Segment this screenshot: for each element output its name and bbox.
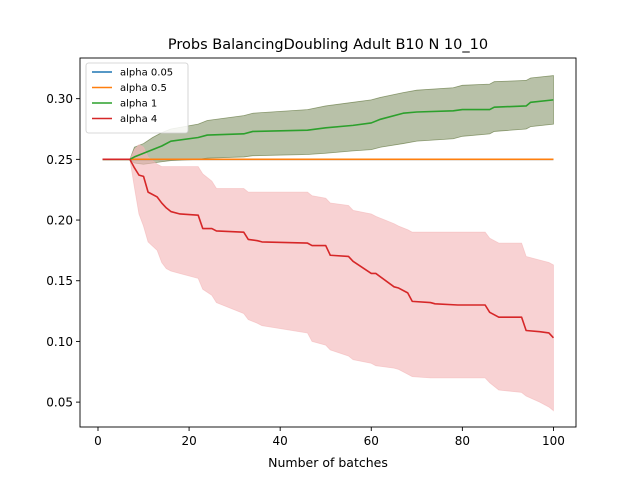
x-axis-label: Number of batches xyxy=(268,455,388,470)
chart-title: Probs BalancingDoubling Adult B10 N 10_1… xyxy=(168,37,488,53)
y-tick-label: 0.05 xyxy=(46,396,73,410)
series-line-alpha-4 xyxy=(102,158,555,339)
legend-box xyxy=(85,62,189,134)
x-tick-label: 0 xyxy=(94,434,102,448)
y-tick-label: 0.15 xyxy=(46,274,73,288)
legend: alpha 0.05 alpha 0.5 alpha 1 alpha 4 xyxy=(85,62,189,134)
x-tick-label: 80 xyxy=(455,434,470,448)
x-tick-label: 100 xyxy=(542,434,565,448)
x-tick-label: 40 xyxy=(273,434,288,448)
legend-label-alpha-0-05: alpha 0.05 xyxy=(120,68,173,79)
x-tick-label: 60 xyxy=(364,434,379,448)
y-axis-ticks: 0.05 0.10 0.15 0.20 0.25 0.30 xyxy=(46,92,80,410)
band-alpha-1 xyxy=(102,75,554,165)
confidence-bands xyxy=(102,75,554,412)
legend-label-alpha-1: alpha 1 xyxy=(120,99,157,110)
x-tick-label: 20 xyxy=(181,434,196,448)
series-line-alpha-1 xyxy=(102,99,554,161)
legend-label-alpha-0-5: alpha 0.5 xyxy=(120,83,167,94)
series-lines xyxy=(102,99,555,339)
y-tick-label: 0.10 xyxy=(46,335,73,349)
y-tick-label: 0.20 xyxy=(46,214,73,228)
plot-frame xyxy=(79,57,577,428)
y-tick-label: 0.25 xyxy=(46,153,73,167)
legend-label-alpha-4: alpha 4 xyxy=(120,114,157,125)
y-tick-label: 0.30 xyxy=(46,92,73,106)
x-axis-ticks: 0 20 40 60 80 100 xyxy=(94,427,565,448)
axes xyxy=(79,57,577,428)
band-alpha-4 xyxy=(102,144,554,412)
